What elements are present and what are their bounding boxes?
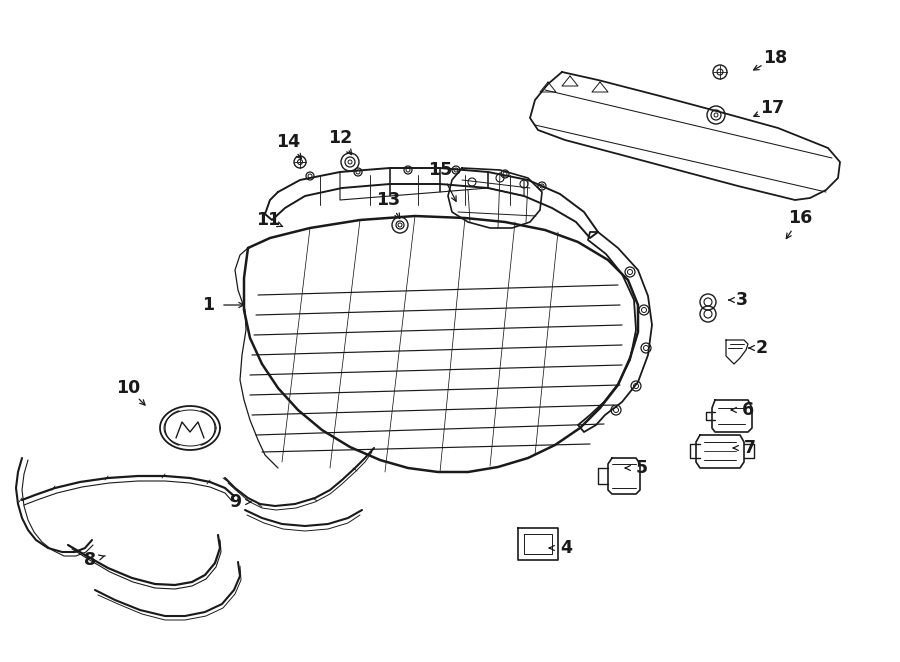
Text: 7: 7 <box>744 439 756 457</box>
Text: 12: 12 <box>328 129 352 147</box>
Text: 11: 11 <box>256 211 280 229</box>
Text: 17: 17 <box>760 99 784 117</box>
Text: 10: 10 <box>116 379 140 397</box>
Text: 4: 4 <box>560 539 572 557</box>
Text: 18: 18 <box>763 49 788 67</box>
Text: 9: 9 <box>229 493 241 511</box>
Text: 2: 2 <box>756 339 768 357</box>
Text: 5: 5 <box>636 459 648 477</box>
Text: 6: 6 <box>742 401 754 419</box>
Text: 14: 14 <box>276 133 300 151</box>
Text: 16: 16 <box>788 209 812 227</box>
Text: 15: 15 <box>428 161 452 179</box>
Text: 1: 1 <box>202 296 214 314</box>
Text: 3: 3 <box>736 291 748 309</box>
Text: 8: 8 <box>84 551 96 569</box>
Text: 13: 13 <box>376 191 400 209</box>
